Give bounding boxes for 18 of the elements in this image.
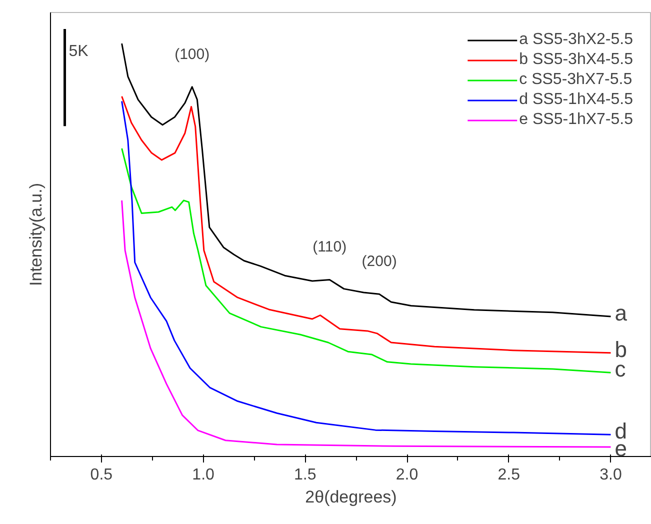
- annotation: (200): [362, 253, 397, 270]
- x-tick-label: 1.5: [294, 466, 316, 484]
- y-axis-title: Intensity(a.u.): [26, 182, 46, 286]
- annotation: (100): [174, 46, 210, 63]
- x-tick-label: 0.5: [90, 466, 113, 484]
- legend-label: c SS5-3hX7-5.5: [519, 71, 632, 89]
- x-tick-label: 2.5: [498, 466, 520, 484]
- x-axis-title: 2θ(degrees): [305, 488, 397, 506]
- legend-label: d SS5-1hX4-5.5: [519, 91, 633, 109]
- legend-label: b SS5-3hX4-5.5: [519, 51, 633, 69]
- annotation: (110): [312, 238, 347, 256]
- x-tick-label: 3.0: [600, 466, 622, 484]
- annotation: a: [614, 300, 628, 326]
- x-tick-label: 1.0: [192, 466, 215, 484]
- annotation: 5K: [68, 43, 89, 60]
- legend-label: e SS5-1hX7-5.5: [519, 111, 633, 129]
- x-tick-label: 2.0: [396, 466, 418, 484]
- legend-label: a SS5-3hX2-5.5: [519, 31, 633, 49]
